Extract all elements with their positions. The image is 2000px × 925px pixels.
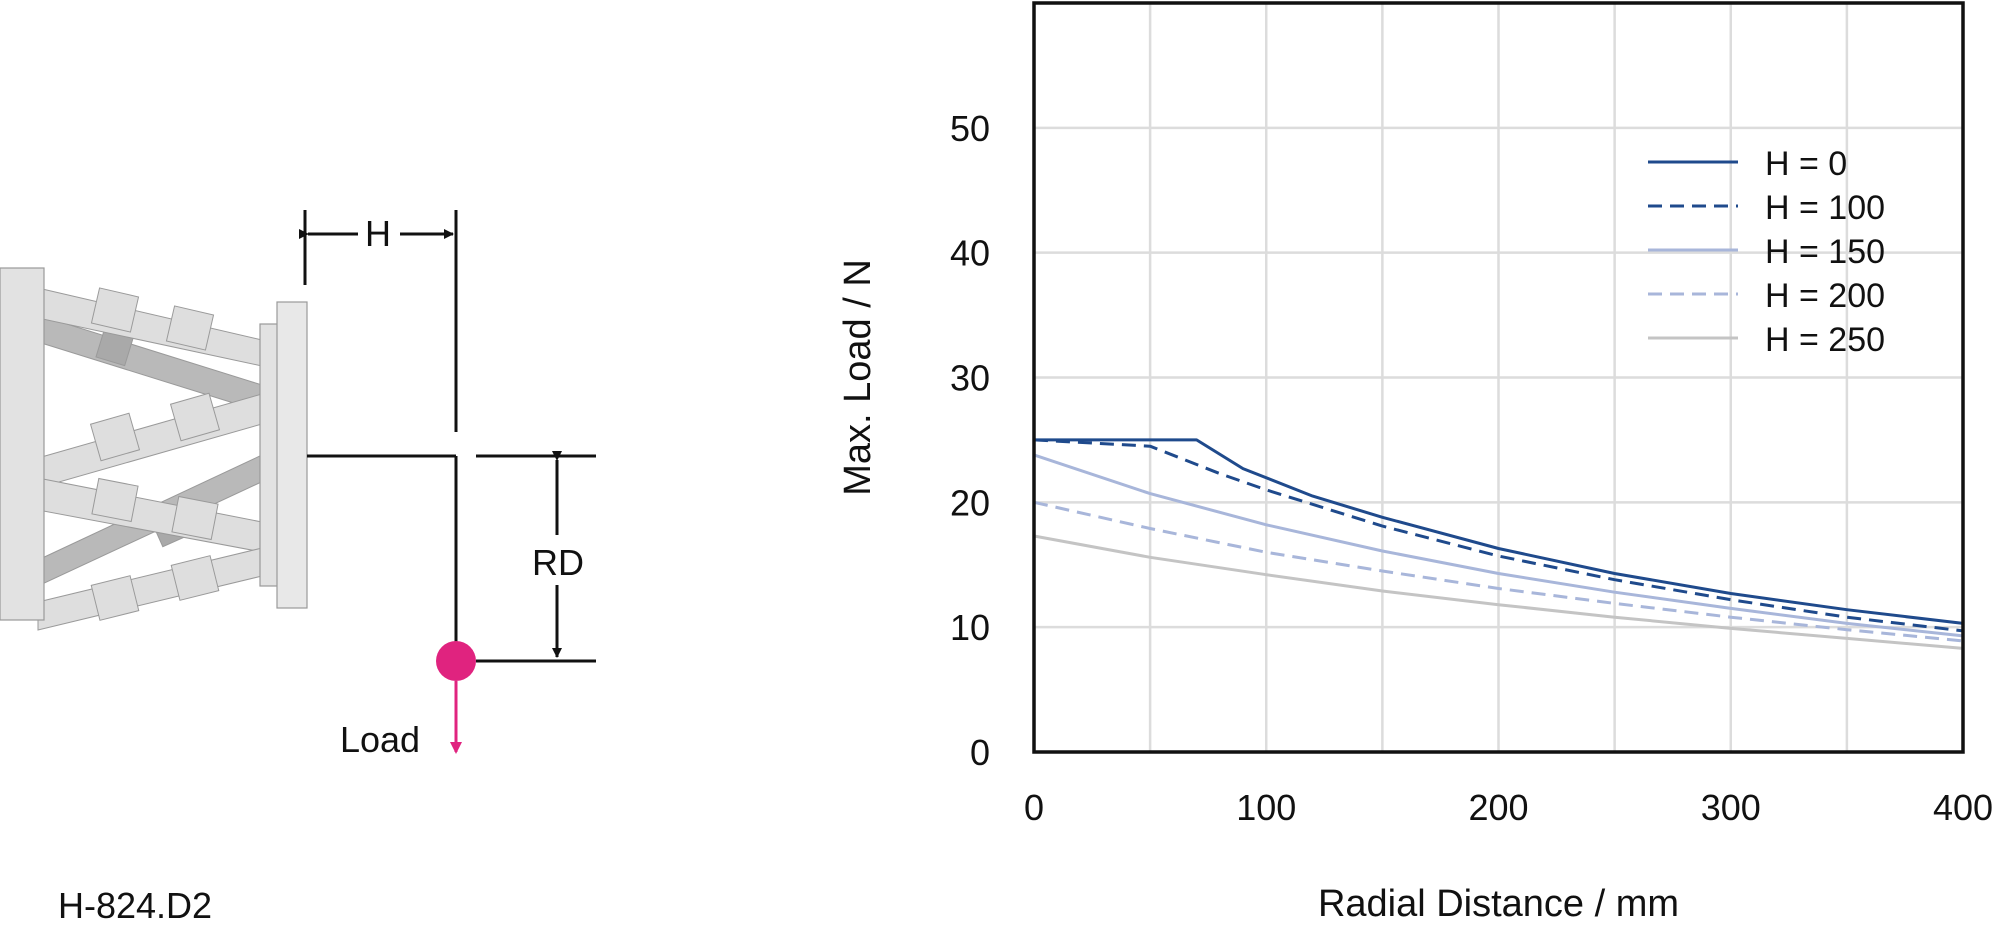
y-tick-label: 10 <box>950 607 990 648</box>
load-label: Load <box>340 719 420 760</box>
series-line-h-200 <box>1033 500 1964 643</box>
chart-legend: H = 0 H = 100 H = 150 H = 200 H = 250 <box>1648 145 1885 359</box>
load-arm <box>307 454 596 663</box>
x-tick-label: 100 <box>1236 787 1296 828</box>
y-tick-labels: 0 10 20 30 40 50 <box>950 108 990 773</box>
rd-dimension-label: RD <box>532 542 584 583</box>
x-tick-label: 300 <box>1701 787 1761 828</box>
x-tick-label: 200 <box>1468 787 1528 828</box>
x-tick-label: 0 <box>1024 787 1044 828</box>
y-tick-label: 30 <box>950 358 990 399</box>
y-tick-label: 20 <box>950 482 990 523</box>
x-axis-label: Radial Distance / mm <box>1318 883 1679 920</box>
h-dimension-label: H <box>365 213 391 254</box>
series-line-h-100 <box>1033 438 1964 633</box>
x-tick-labels: 0 100 200 300 400 <box>1024 787 1993 828</box>
series-line-h-0 <box>1034 438 1964 625</box>
series-line-h-150 <box>1033 453 1964 638</box>
y-tick-label: 0 <box>970 732 990 773</box>
y-tick-label: 50 <box>950 108 990 149</box>
legend-label: H = 250 <box>1765 321 1885 359</box>
base-plate <box>0 267 45 621</box>
chart-series <box>1033 438 1964 650</box>
series-line-h-250 <box>1033 534 1964 650</box>
legend-label: H = 0 <box>1765 145 1847 183</box>
y-axis-label: Max. Load / N <box>837 259 879 496</box>
x-tick-label: 400 <box>1933 787 1993 828</box>
y-tick-label: 40 <box>950 233 990 274</box>
h-dimension <box>299 210 458 432</box>
model-label: H-824.D2 <box>58 885 212 920</box>
load-point <box>436 641 476 681</box>
hexapod-diagram: H RD Load H-824.D2 <box>0 210 596 925</box>
chart-grid <box>1034 3 1963 752</box>
legend-label: H = 200 <box>1765 277 1885 315</box>
top-platform-face <box>276 301 308 609</box>
legend-label: H = 100 <box>1765 189 1885 227</box>
hexapod-struts-front <box>37 287 263 631</box>
legend-label: H = 150 <box>1765 233 1885 271</box>
plot-frame <box>1032 1 1965 754</box>
